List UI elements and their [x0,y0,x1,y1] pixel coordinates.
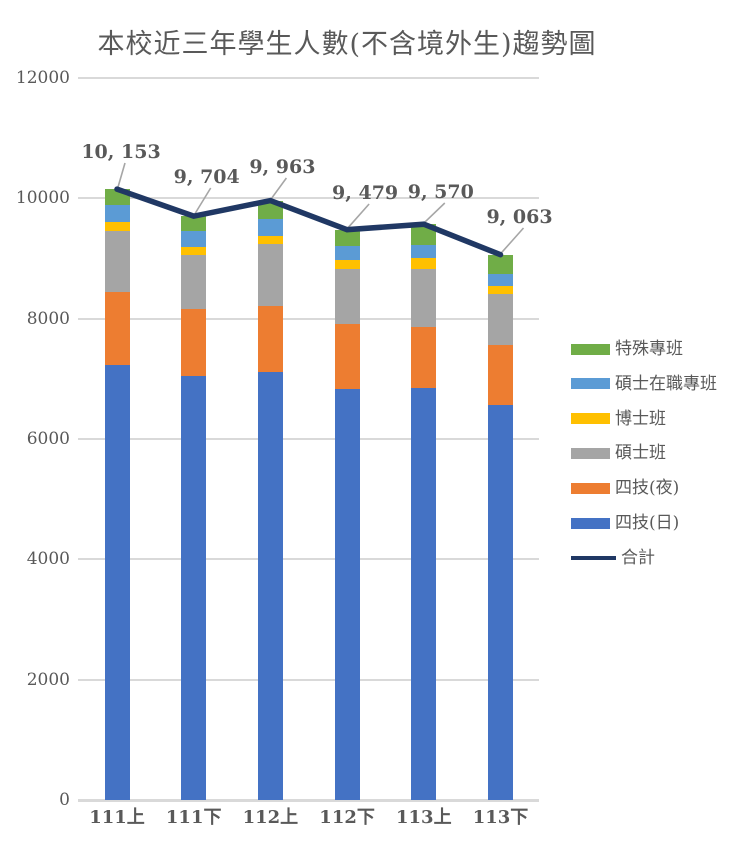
chart-title: 本校近三年學生人數(不含境外生)趨勢圖 [97,29,597,60]
stacked-bar-segment [488,286,513,294]
stacked-bar-segment [181,376,207,800]
stacked-bar-segment [104,189,130,206]
x-axis-category-label: 113上 [396,807,452,828]
gridline [78,317,539,320]
stacked-bar-segment [411,327,437,388]
legend-label: 碩士在職專班 [615,373,717,394]
stacked-bar-segment [257,306,283,373]
stacked-bar-segment [411,387,437,800]
stacked-bar-segment [334,323,360,390]
data-label-leader-line [347,203,370,229]
stacked-bar-segment [488,254,513,275]
x-axis-category-label: 112下 [319,807,375,828]
gridline [78,77,539,79]
legend-item: 特殊專班 [571,340,683,358]
stacked-bar-segment [411,224,437,246]
x-axis-category-label: 112上 [242,807,299,828]
legend-item: 碩士在職專班 [571,375,717,393]
stacked-bar-segment [104,231,130,293]
y-axis-tick-label: 2000 [26,669,70,690]
legend-color-swatch [571,378,610,390]
data-label-leader-line [500,227,525,254]
stacked-bar-segment [411,257,437,269]
x-axis-line [78,798,539,802]
legend-label: 合計 [621,547,655,568]
stacked-bar-segment [257,243,283,307]
legend-line-swatch [571,555,616,560]
gridline [78,678,539,681]
stacked-bar-segment [181,247,207,256]
total-data-label: 9, 570 [407,181,474,203]
y-axis-tick-label: 0 [59,790,70,810]
stacked-bar-segment [257,219,283,237]
stacked-bar-segment [257,200,283,220]
stacked-bar-segment [488,405,513,800]
y-axis-tick-label: 8000 [26,308,70,329]
stacked-bar-segment [334,229,360,247]
stacked-bar-segment [181,255,207,309]
stacked-bar-segment [104,205,130,223]
stacked-bar-segment [334,260,360,269]
legend-item: 四技(夜) [571,479,679,497]
stacked-bar-segment [104,222,130,232]
legend-item: 碩士班 [571,444,666,462]
stacked-bar-segment [488,345,513,406]
data-label-leader-line [117,162,126,188]
stacked-bar-segment [334,246,360,261]
total-data-label: 10, 153 [81,141,161,163]
stacked-bar-segment [334,268,360,324]
legend-color-swatch [571,343,610,355]
stacked-bar-segment [411,268,437,328]
x-axis-category-label: 111上 [89,807,145,828]
data-label-leader-line [194,187,212,215]
legend-label: 碩士班 [615,443,666,464]
x-axis-category-label: 111下 [165,807,222,828]
stacked-bar-segment [334,389,360,800]
stacked-bar-segment [257,372,283,800]
data-label-leader-line [270,177,288,200]
total-data-label: 9, 479 [332,182,399,204]
stacked-bar-segment [181,231,207,248]
gridline [78,558,539,561]
total-data-label: 9, 963 [249,156,316,178]
total-data-label: 9, 704 [173,166,240,188]
stacked-bar-segment [104,292,130,366]
y-axis-tick-label: 10000 [15,188,70,209]
legend-item: 四技(日) [571,514,679,532]
legend-item: 博士班 [571,410,666,428]
total-data-label: 9, 063 [486,206,553,228]
legend-label: 特殊專班 [615,339,683,359]
gridline [78,438,539,440]
y-axis-tick-label: 6000 [26,429,70,449]
y-axis-tick-label: 12000 [15,68,70,88]
legend-color-swatch [571,482,610,494]
legend-label: 博士班 [615,408,666,429]
legend-color-swatch [571,517,610,529]
legend-item: 合計 [571,549,655,567]
legend-label: 四技(夜) [615,478,680,499]
legend-color-swatch [571,413,610,425]
x-axis-category-label: 113下 [472,807,529,828]
legend-label: 四技(日) [615,513,680,533]
stacked-bar-segment [181,308,207,377]
data-label-leader-line [424,202,446,223]
stacked-bar-segment [488,274,513,287]
stacked-bar-segment [257,236,283,244]
stacked-bar-segment [104,365,130,800]
stacked-bar-segment [488,293,513,346]
y-axis-tick-label: 4000 [26,549,70,570]
stacked-bar-segment [411,245,437,258]
legend-color-swatch [571,447,610,459]
stacked-bar-segment [181,216,207,232]
